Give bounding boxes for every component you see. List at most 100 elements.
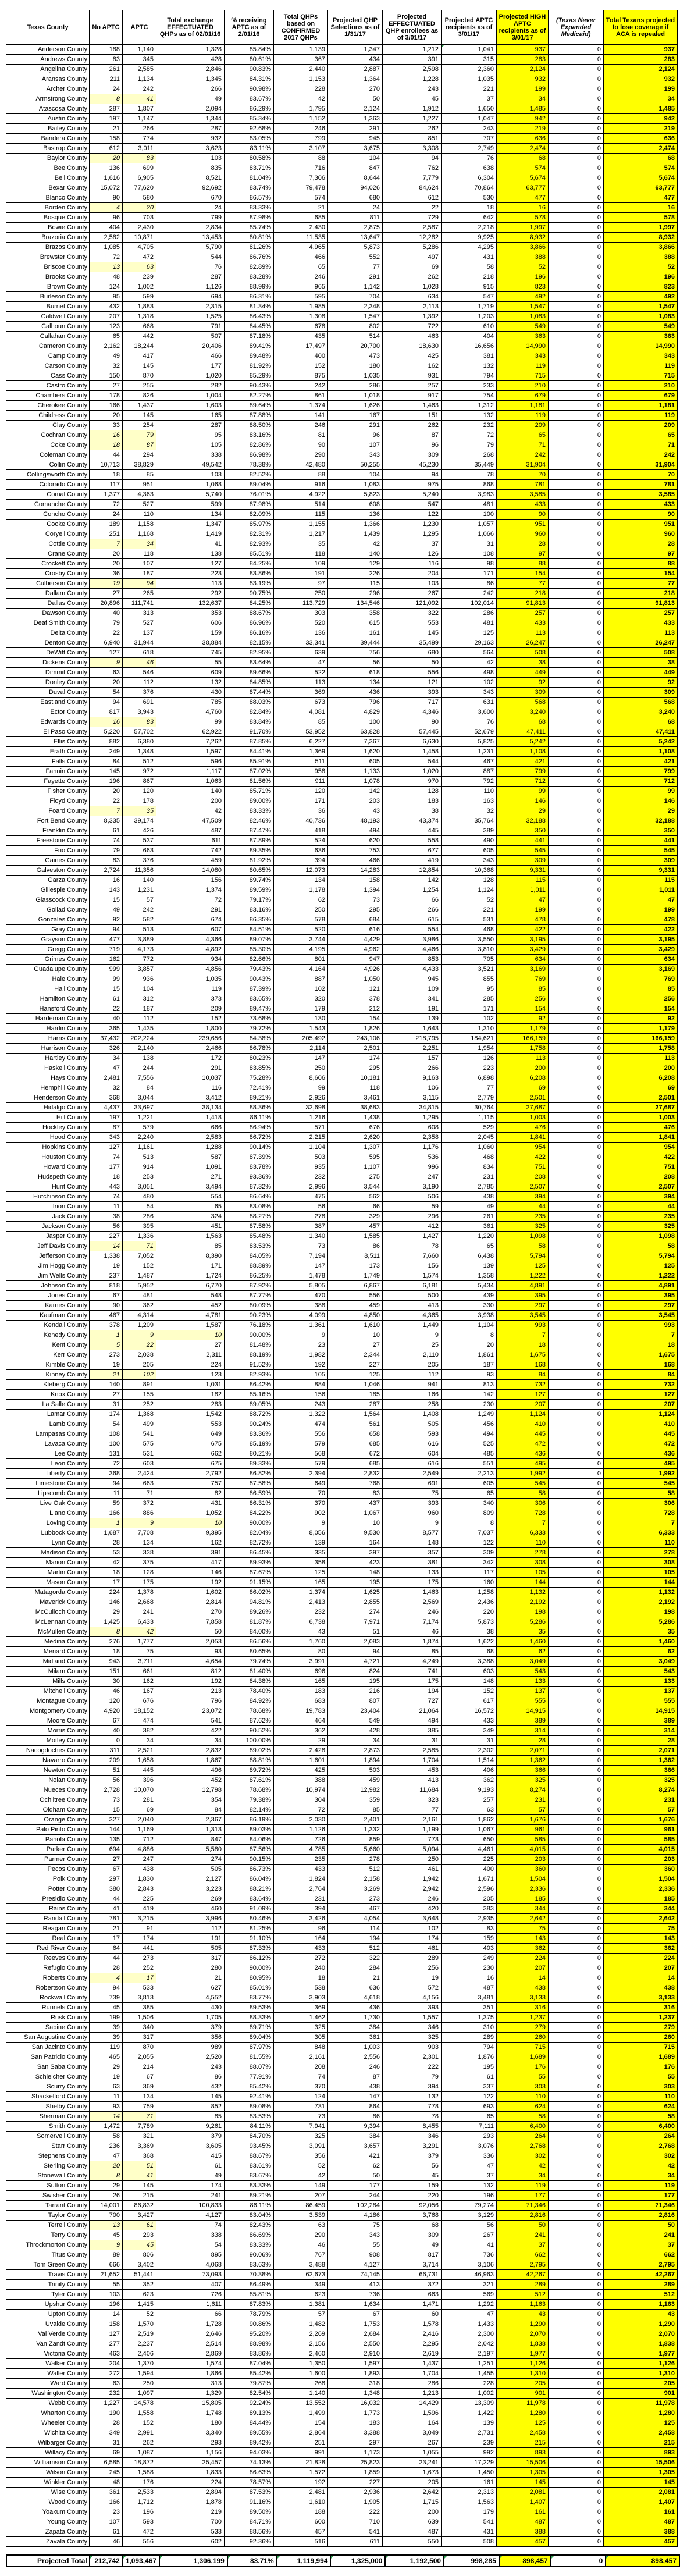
value-cell[interactable]: 1,338 [89,1251,123,1261]
county-cell[interactable]: Denton County [6,638,90,648]
value-cell[interactable]: 55 [156,657,225,668]
value-cell[interactable]: 2,520 [156,2052,225,2062]
value-cell[interactable]: 0 [548,1874,604,1884]
value-cell[interactable]: 524 [273,835,328,846]
value-cell[interactable]: 742 [156,845,225,856]
value-cell[interactable]: 74 [89,1152,123,1162]
value-cell[interactable]: 342 [441,1557,497,1568]
value-cell[interactable]: 388 [273,1300,328,1311]
value-cell[interactable]: 205 [122,1360,156,1370]
value-cell[interactable]: 12,073 [273,865,328,876]
value-cell[interactable]: 2,055 [122,2052,156,2062]
value-cell[interactable]: 5,823 [327,489,383,500]
value-cell[interactable]: 45 [89,2230,123,2240]
value-cell[interactable]: 2,869 [156,2349,225,2359]
value-cell[interactable]: 441 [496,835,549,846]
value-cell[interactable]: 31 [89,2438,123,2448]
value-cell[interactable]: 636 [496,133,549,144]
value-cell[interactable]: 2,795 [603,2260,678,2270]
value-cell[interactable]: 381 [382,1557,442,1568]
value-cell[interactable]: 636 [603,133,678,144]
value-cell[interactable]: 1,156 [156,2447,225,2458]
value-cell[interactable]: 90.06% [224,2250,274,2260]
value-cell[interactable]: 61 [122,2220,156,2230]
value-cell[interactable]: 431 [441,2527,497,2537]
value-cell[interactable]: 5,790 [156,242,225,252]
value-cell[interactable]: 4,081 [273,707,328,717]
value-cell[interactable]: 2,816 [496,2210,549,2221]
value-cell[interactable]: 1,596 [382,2408,442,2418]
value-cell[interactable]: 676 [327,1122,383,1133]
value-cell[interactable]: 2,081 [496,2487,549,2497]
value-cell[interactable]: 41 [441,2240,497,2250]
county-cell[interactable]: Kinney County [6,1369,90,1380]
value-cell[interactable]: 0 [548,638,604,648]
value-cell[interactable]: 675 [156,1458,225,1469]
value-cell[interactable]: 84.05% [224,1251,274,1261]
value-cell[interactable]: 196 [441,2190,497,2201]
value-cell[interactable]: 0 [548,1597,604,1607]
value-cell[interactable]: 243 [441,123,497,134]
value-cell[interactable]: 241 [496,2230,549,2240]
value-cell[interactable]: 361 [327,2032,383,2043]
value-cell[interactable]: 52 [496,262,549,272]
value-cell[interactable]: 2,481 [89,1073,123,1083]
value-cell[interactable]: 94.81% [224,1597,274,1607]
value-cell[interactable]: 90.86% [224,2319,274,2329]
value-cell[interactable]: 264 [603,2131,678,2141]
value-cell[interactable]: 461 [382,1864,442,1874]
value-cell[interactable]: 3,494 [156,1182,225,1192]
value-cell[interactable]: 15 [89,895,123,905]
value-cell[interactable]: 209 [496,420,549,430]
value-cell[interactable]: 78.68% [224,1785,274,1795]
value-cell[interactable]: 3,269 [327,1884,383,1894]
value-cell[interactable]: 0 [548,1834,604,1845]
value-cell[interactable]: 100 [441,509,497,520]
value-cell[interactable]: 1,063 [156,776,225,787]
value-cell[interactable]: 1,213 [382,2388,442,2399]
value-cell[interactable]: 7,111 [441,2121,497,2132]
value-cell[interactable]: 379 [156,2022,225,2033]
header-projected-effectuated[interactable]: Projected EFFECTUATED QHP enrollees as o… [382,10,442,45]
value-cell[interactable]: 128 [382,786,442,796]
value-cell[interactable]: 83.28% [224,272,274,282]
value-cell[interactable]: 1,419 [156,529,225,539]
value-cell[interactable]: 0 [548,657,604,668]
county-cell[interactable]: Hockley County [6,1122,90,1133]
value-cell[interactable]: 0 [548,618,604,628]
value-cell[interactable]: 1,572 [273,2467,328,2478]
value-cell[interactable]: 400 [441,1864,497,1874]
value-cell[interactable]: 20 [441,1340,497,1350]
value-cell[interactable]: 242 [441,588,497,599]
value-cell[interactable]: 249 [89,746,123,757]
value-cell[interactable]: 25,823 [327,2457,383,2468]
value-cell[interactable]: 46,963 [441,2269,497,2280]
value-cell[interactable]: 84.70% [224,2131,274,2141]
value-cell[interactable]: 736 [441,2250,497,2260]
value-cell[interactable]: 43 [603,2309,678,2319]
value-cell[interactable]: 0 [548,2457,604,2468]
value-cell[interactable]: 403 [441,1943,497,1954]
value-cell[interactable]: 41 [156,539,225,549]
value-cell[interactable]: 208 [603,1172,678,1182]
county-cell[interactable]: Wise County [6,2487,90,2497]
value-cell[interactable]: 6,738 [273,1617,328,1627]
value-cell[interactable]: 222 [327,2507,383,2517]
value-cell[interactable]: 113 [496,1053,549,1063]
value-cell[interactable]: 306 [496,1498,549,1508]
value-cell[interactable]: 95 [441,984,497,994]
value-cell[interactable]: 0 [548,113,604,124]
value-cell[interactable]: 44 [89,1894,123,1904]
value-cell[interactable]: 340 [441,1498,497,1508]
value-cell[interactable]: 0 [548,2220,604,2230]
value-cell[interactable]: 16,032 [327,2398,383,2408]
county-cell[interactable]: Comanche County [6,499,90,510]
value-cell[interactable]: 3,550 [441,934,497,945]
value-cell[interactable]: 14,578 [122,2398,156,2408]
value-cell[interactable]: 274 [156,1854,225,1865]
value-cell[interactable]: 309 [496,687,549,698]
value-cell[interactable]: 0 [548,1261,604,1271]
county-cell[interactable]: Donley County [6,677,90,688]
value-cell[interactable]: 1,504 [603,1874,678,1884]
value-cell[interactable]: 86.43% [224,311,274,322]
